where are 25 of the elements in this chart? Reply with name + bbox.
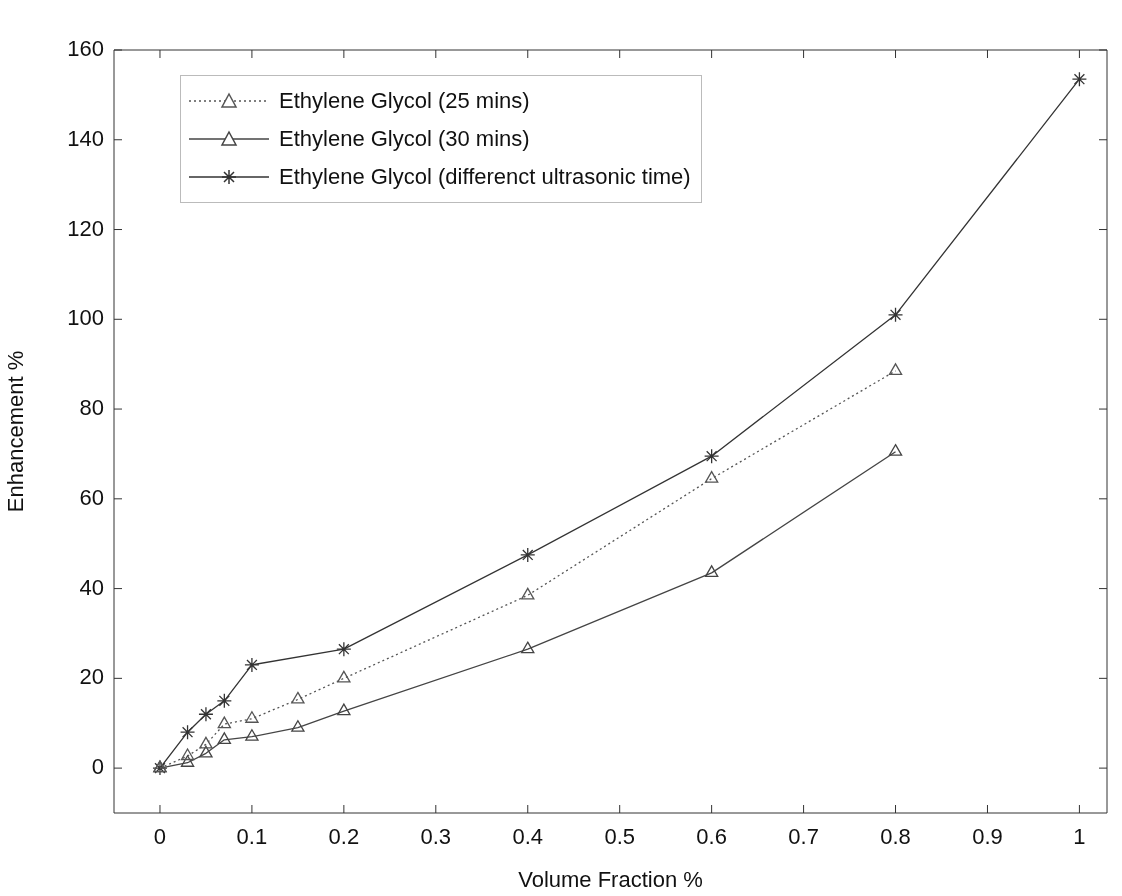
y-tick-label: 60 xyxy=(79,484,104,510)
x-tick-label: 0 xyxy=(153,824,167,850)
y-tick-label: 0 xyxy=(91,754,104,780)
x-tick-label: 0.3 xyxy=(420,824,452,850)
y-tick-label: 120 xyxy=(67,215,104,241)
x-tick-label: 0.5 xyxy=(604,824,635,850)
x-tick-label: 0.2 xyxy=(328,824,360,850)
y-tick-label: 20 xyxy=(79,664,104,690)
x-tick-label: 0.6 xyxy=(696,824,727,850)
y-tick-label: 160 xyxy=(67,36,104,62)
x-tick-label: 0.4 xyxy=(512,824,544,850)
y-tick-label: 40 xyxy=(79,574,104,600)
legend-label: Ethylene Glycol (25 mins) xyxy=(279,88,530,114)
legend-label: Ethylene Glycol (30 mins) xyxy=(279,126,530,152)
y-tick-label: 100 xyxy=(67,305,104,331)
x-tick-label: 1 xyxy=(1073,824,1086,850)
y-axis-title: Enhancement % xyxy=(3,350,29,513)
x-tick-label: 0.7 xyxy=(788,824,819,850)
x-tick-label: 0.8 xyxy=(880,824,911,850)
x-tick-label: 0.9 xyxy=(972,824,1003,850)
legend-label: Ethylene Glycol (differenct ultrasonic time) xyxy=(279,164,691,190)
x-axis-title: Volume Fraction % xyxy=(518,866,703,892)
y-tick-label: 140 xyxy=(67,125,104,151)
y-tick-label: 80 xyxy=(79,395,104,421)
x-tick-label: 0.1 xyxy=(236,824,268,850)
